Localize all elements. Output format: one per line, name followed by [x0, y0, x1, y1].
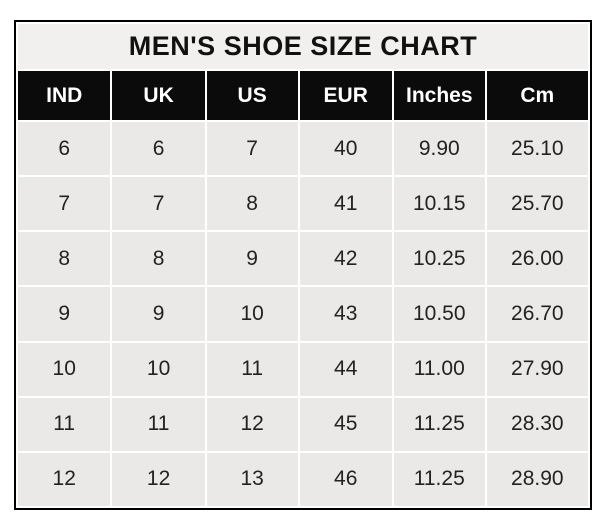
column-header-inches: Inches — [393, 71, 485, 120]
table-cell: 13 — [206, 452, 298, 506]
table-cell: 26.00 — [486, 232, 588, 286]
table-cell: 41 — [299, 177, 392, 231]
table-cell: 9 — [112, 287, 205, 341]
table-cell: 26.70 — [486, 287, 588, 341]
table-cell: 27.90 — [486, 342, 588, 396]
column-header-cm: Cm — [486, 71, 588, 120]
table-row: 6 6 7 40 9.90 25.10 — [18, 122, 588, 176]
table-cell: 11.25 — [393, 397, 485, 451]
table-cell: 8 — [18, 232, 111, 286]
table-cell: 44 — [299, 342, 392, 396]
table-cell: 45 — [299, 397, 392, 451]
table-row: 8 8 9 42 10.25 26.00 — [18, 232, 588, 286]
table-row: 9 9 10 43 10.50 26.70 — [18, 287, 588, 341]
table-cell: 7 — [206, 122, 298, 176]
title-row: MEN'S SHOE SIZE CHART — [18, 24, 588, 69]
column-header-eur: EUR — [299, 71, 392, 120]
table-cell: 28.30 — [486, 397, 588, 451]
table-cell: 12 — [112, 452, 205, 506]
table-row: 12 12 13 46 11.25 28.90 — [18, 452, 588, 506]
table-cell: 10.50 — [393, 287, 485, 341]
column-header-uk: UK — [112, 71, 205, 120]
table-cell: 6 — [112, 122, 205, 176]
table-cell: 9 — [18, 287, 111, 341]
table-cell: 10 — [206, 287, 298, 341]
table-cell: 7 — [18, 177, 111, 231]
table-cell: 7 — [112, 177, 205, 231]
table-cell: 6 — [18, 122, 111, 176]
table-cell: 11 — [18, 397, 111, 451]
table-row: 7 7 8 41 10.15 25.70 — [18, 177, 588, 231]
table-cell: 9.90 — [393, 122, 485, 176]
table-cell: 12 — [18, 452, 111, 506]
table-cell: 10.25 — [393, 232, 485, 286]
table-cell: 8 — [206, 177, 298, 231]
table-cell: 11.25 — [393, 452, 485, 506]
table-cell: 28.90 — [486, 452, 588, 506]
table-cell: 25.10 — [486, 122, 588, 176]
table-cell: 40 — [299, 122, 392, 176]
table-cell: 10 — [18, 342, 111, 396]
size-chart-table: MEN'S SHOE SIZE CHART IND UK US EUR Inch… — [16, 22, 590, 508]
table-cell: 10.15 — [393, 177, 485, 231]
table-cell: 42 — [299, 232, 392, 286]
table-row: 10 10 11 44 11.00 27.90 — [18, 342, 588, 396]
size-chart-container: MEN'S SHOE SIZE CHART IND UK US EUR Inch… — [14, 20, 592, 510]
table-cell: 11.00 — [393, 342, 485, 396]
table-cell: 25.70 — [486, 177, 588, 231]
table-cell: 11 — [112, 397, 205, 451]
table-cell: 9 — [206, 232, 298, 286]
table-cell: 11 — [206, 342, 298, 396]
chart-title: MEN'S SHOE SIZE CHART — [18, 24, 588, 69]
table-cell: 43 — [299, 287, 392, 341]
column-header-us: US — [206, 71, 298, 120]
table-cell: 46 — [299, 452, 392, 506]
header-row: IND UK US EUR Inches Cm — [18, 71, 588, 120]
table-cell: 8 — [112, 232, 205, 286]
table-row: 11 11 12 45 11.25 28.30 — [18, 397, 588, 451]
column-header-ind: IND — [18, 71, 111, 120]
table-cell: 10 — [112, 342, 205, 396]
table-cell: 12 — [206, 397, 298, 451]
